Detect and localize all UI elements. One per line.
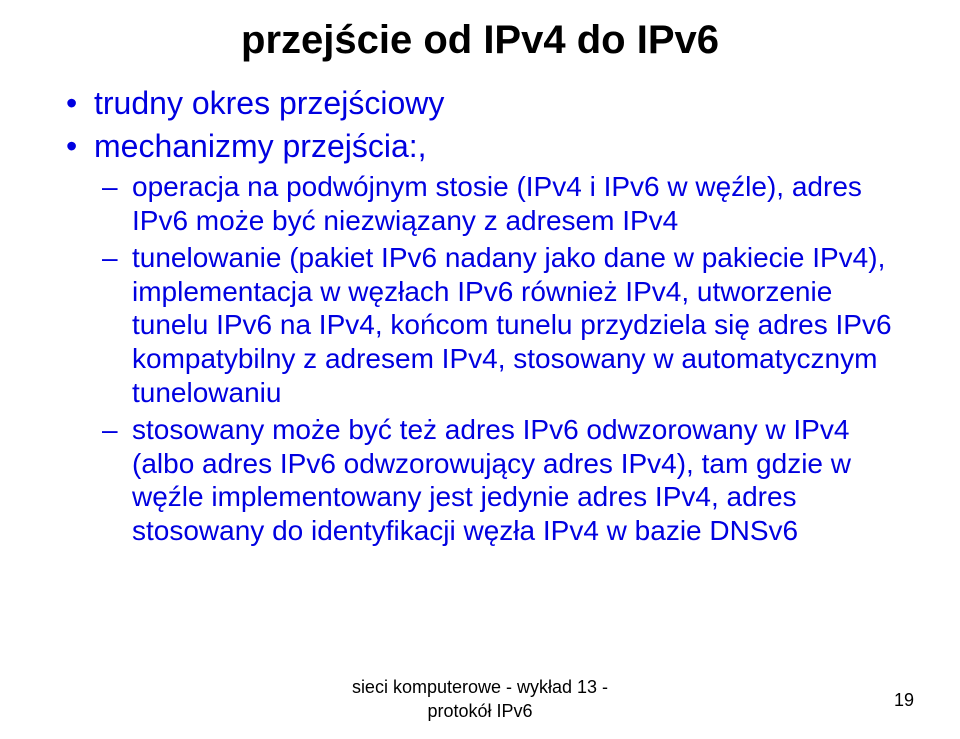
footer-line-2: protokół IPv6 <box>427 701 532 721</box>
footer-line-1: sieci komputerowe - wykład 13 - <box>352 677 608 697</box>
list-item: stosowany może być też adres IPv6 odwzor… <box>94 413 900 547</box>
slide: przejście od IPv4 do IPv6 trudny okres p… <box>0 0 960 739</box>
list-item-text: trudny okres przejściowy <box>94 85 444 121</box>
page-number: 19 <box>894 690 914 711</box>
list-item: trudny okres przejściowy <box>60 84 900 123</box>
slide-title: przejście od IPv4 do IPv6 <box>60 18 900 62</box>
bullet-list-level2: operacja na podwójnym stosie (IPv4 i IPv… <box>94 170 900 548</box>
list-item: mechanizmy przejścia:, operacja na podwó… <box>60 127 900 548</box>
list-item-text: mechanizmy przejścia:, <box>94 128 427 164</box>
list-item-text: operacja na podwójnym stosie (IPv4 i IPv… <box>132 171 862 236</box>
list-item-text: stosowany może być też adres IPv6 odwzor… <box>132 414 851 546</box>
list-item: tunelowanie (pakiet IPv6 nadany jako dan… <box>94 241 900 409</box>
list-item: operacja na podwójnym stosie (IPv4 i IPv… <box>94 170 900 237</box>
list-item-text: tunelowanie (pakiet IPv6 nadany jako dan… <box>132 242 892 407</box>
slide-footer: sieci komputerowe - wykład 13 - protokół… <box>0 676 960 723</box>
bullet-list-level1: trudny okres przejściowy mechanizmy prze… <box>60 84 900 548</box>
